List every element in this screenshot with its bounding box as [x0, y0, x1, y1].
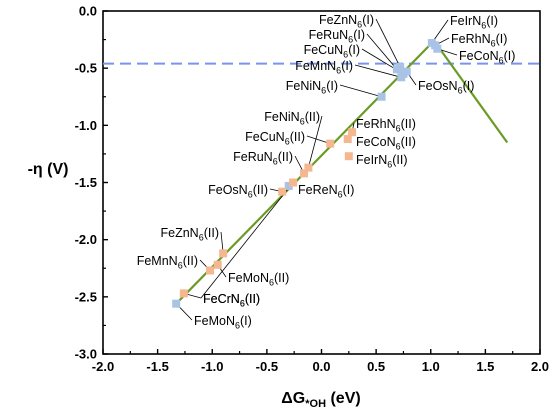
leader-fecrn-ii	[200, 182, 294, 299]
x-tick-label: 2.0	[531, 359, 549, 374]
y-tick-label: -2.0	[75, 232, 97, 247]
label-feren-i: FeReN6(I)	[298, 183, 354, 200]
leader-ferun-i	[366, 33, 398, 70]
label-ferhn-ii: FeRhN6(II)	[356, 117, 416, 134]
point-feznn-ii	[219, 249, 228, 258]
leader-femnn-i	[354, 64, 402, 78]
point-fecrn-ii	[289, 178, 298, 187]
label-feirn-i: FeIrN6(I)	[450, 14, 498, 31]
label-femon-i: FeMoN6(I)	[194, 314, 252, 331]
point-feren-i	[284, 181, 293, 190]
label-ferhn-i: FeRhN6(I)	[451, 32, 507, 49]
point-ferun-i	[392, 65, 401, 74]
y-tick-label: -3.0	[75, 347, 97, 362]
x-tick-label: -0.5	[256, 359, 278, 374]
label-femnn-ii: FeMnN6(II)	[137, 254, 198, 271]
label-feznn-ii: FeZnN6(II)	[161, 226, 220, 243]
label-femon-ii: FeMoN6(II)	[228, 271, 289, 288]
label-ferun-ii: FeRuN6(II)	[233, 150, 293, 167]
label-fecrn-ii: FeCrN6(II)	[203, 292, 260, 309]
data-points	[172, 39, 442, 308]
label-femnn-i: FeMnN6(I)	[295, 59, 353, 76]
label-fecun-ii: FeCuN6(II)	[245, 130, 305, 147]
point-feosn-i	[402, 67, 411, 76]
point-fenin-i	[377, 92, 386, 101]
label-fecon-ii: FeCoN6(II)	[356, 135, 416, 152]
label-fenin-i: FeNiN6(I)	[286, 79, 338, 96]
label-fecun-i: FeCuN6(I)	[304, 43, 360, 60]
point-fecrn-ii	[179, 289, 188, 298]
point-ferun-ii	[300, 169, 309, 178]
point-ferhn-ii	[348, 128, 357, 137]
x-tick-label: -1.0	[201, 359, 223, 374]
point-femnn-ii	[206, 266, 215, 275]
axis-ticks: -2.0 -1.5 -1.0 -0.5 0.0 0.5 1.0 1.5 2.0 0.0 -0.5 -1…	[75, 4, 549, 375]
point-fecun-ii	[326, 139, 335, 148]
x-axis-title-sub: *OH	[305, 398, 326, 410]
label-ferun-i: FeRuN6(I)	[309, 28, 365, 45]
label-feosn-ii: FeOsN6(II)	[208, 183, 268, 200]
point-labels: FeZnN6(I)FeRuN6(I)FeCuN6(I)FeMnN6(I) FeNi…	[137, 13, 516, 331]
x-tick-label: -1.5	[146, 359, 168, 374]
y-tick-label: 0.0	[79, 4, 97, 19]
y-axis-title: -η (V)	[28, 161, 69, 178]
x-axis-title-main: ΔG	[281, 390, 305, 407]
leader-fenin-i	[339, 84, 382, 98]
y-tick-label: -1.0	[75, 118, 97, 133]
label-fecrn-ii: FeCrN6(II)	[203, 292, 260, 309]
x-tick-label: 0.0	[312, 359, 330, 374]
x-tick-label: 1.0	[422, 359, 440, 374]
label-feznn-i: FeZnN6(I)	[319, 13, 374, 30]
y-tick-label: -2.5	[75, 289, 97, 304]
point-femon-i	[172, 299, 181, 308]
point-femon-ii	[213, 260, 222, 269]
y-tick-label: -1.5	[75, 175, 97, 190]
x-tick-label: 1.5	[476, 359, 494, 374]
point-femnn-i	[397, 73, 406, 82]
y-tick-label: -0.5	[75, 61, 97, 76]
point-feirn-ii	[344, 152, 353, 161]
x-axis-title-unit: (eV)	[326, 390, 361, 407]
x-axis-title: ΔG*OH (eV)	[281, 390, 360, 410]
x-tick-label: 0.5	[367, 359, 385, 374]
label-feirn-ii: FeIrN6(II)	[356, 153, 408, 170]
volcano-right-branch	[433, 40, 509, 144]
leader-fenin-ii	[308, 115, 323, 168]
point-feosn-ii	[278, 187, 287, 196]
label-fecon-i: FeCoN6(I)	[459, 49, 515, 66]
point-fecon-i	[433, 44, 442, 53]
label-fenin-ii: FeNiN6(II)	[264, 110, 320, 127]
x-tick-label: -2.0	[92, 359, 114, 374]
leader-feznn-i	[375, 18, 401, 68]
label-feosn-i: FeOsN6(I)	[418, 79, 474, 96]
point-fecon-ii	[343, 135, 352, 144]
point-fenin-ii	[304, 163, 313, 172]
